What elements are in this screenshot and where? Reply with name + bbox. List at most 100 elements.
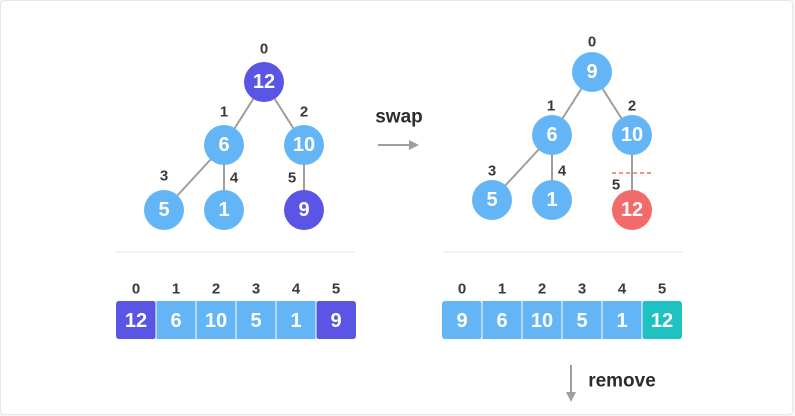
node-circle <box>472 180 512 220</box>
cell-value: 12 <box>125 310 147 332</box>
right-node-index: 2 <box>628 98 636 115</box>
cell-rect <box>602 301 642 339</box>
cell-rect <box>316 301 356 339</box>
cell-rect <box>442 301 482 339</box>
remove-label: remove <box>588 371 656 392</box>
cell-value: 9 <box>456 310 467 332</box>
left-node: 6 <box>204 125 244 165</box>
left-node-index: 5 <box>288 170 296 187</box>
array-index: 1 <box>172 281 180 298</box>
node-value: 6 <box>218 134 229 156</box>
node-value: 12 <box>621 199 643 221</box>
left-node: 9 <box>284 190 324 230</box>
node-circle <box>612 115 652 155</box>
remove-arrow: remove <box>566 365 656 402</box>
array-cell: 6 <box>156 301 196 339</box>
node-value: 9 <box>586 61 597 83</box>
array-index: 4 <box>618 281 627 298</box>
left-node-index: 3 <box>160 168 168 185</box>
array-index: 2 <box>212 281 220 298</box>
node-circle <box>244 62 284 102</box>
cell-value: 6 <box>496 310 507 332</box>
left-node-index: 4 <box>230 170 239 187</box>
cell-value: 10 <box>531 310 553 332</box>
left-array: 0 1 2 3 4 5 12 6 10 5 <box>116 281 356 339</box>
node-circle <box>204 125 244 165</box>
node-circle <box>204 190 244 230</box>
swap-arrow: swap <box>375 107 423 150</box>
cell-value: 12 <box>651 310 673 332</box>
array-cell: 6 <box>482 301 522 339</box>
node-value: 6 <box>546 124 557 146</box>
node-circle <box>612 190 652 230</box>
right-node: 6 <box>532 115 572 155</box>
node-circle <box>572 52 612 92</box>
cell-value: 5 <box>250 310 261 332</box>
cell-rect <box>562 301 602 339</box>
node-circle <box>532 180 572 220</box>
array-index: 1 <box>498 281 506 298</box>
cell-rect <box>642 301 682 339</box>
left-node: 5 <box>144 190 184 230</box>
cell-rect <box>482 301 522 339</box>
cell-value: 6 <box>170 310 181 332</box>
array-cell: 12 <box>116 301 156 339</box>
array-cell: 9 <box>316 301 356 339</box>
array-cell: 12 <box>642 301 682 339</box>
array-cell: 1 <box>276 301 316 339</box>
array-index: 4 <box>292 281 301 298</box>
array-index: 5 <box>658 281 666 298</box>
node-value: 5 <box>158 199 169 221</box>
right-array: 0 1 2 3 4 5 9 6 10 5 <box>442 281 682 339</box>
node-circle <box>284 190 324 230</box>
right-node: 1 <box>532 180 572 220</box>
node-value: 5 <box>486 189 497 211</box>
node-value: 9 <box>298 199 309 221</box>
node-value: 1 <box>218 199 229 221</box>
cell-value: 1 <box>290 310 301 332</box>
swap-label: swap <box>375 107 423 128</box>
node-value: 1 <box>546 189 557 211</box>
cell-rect <box>116 301 156 339</box>
right-node-index: 5 <box>612 177 620 194</box>
array-index: 5 <box>332 281 340 298</box>
left-node: 12 <box>244 62 284 102</box>
cell-rect <box>156 301 196 339</box>
array-index: 0 <box>458 281 466 298</box>
array-index: 0 <box>132 281 140 298</box>
right-node-index: 0 <box>588 34 596 51</box>
left-node: 1 <box>204 190 244 230</box>
array-cell: 1 <box>602 301 642 339</box>
array-index: 3 <box>252 281 260 298</box>
node-value: 10 <box>293 134 315 156</box>
array-cell: 5 <box>236 301 276 339</box>
node-value: 12 <box>253 71 275 93</box>
node-circle <box>532 115 572 155</box>
cell-value: 1 <box>616 310 627 332</box>
node-value: 10 <box>621 124 643 146</box>
cell-value: 5 <box>576 310 587 332</box>
left-node-index: 1 <box>220 104 228 121</box>
array-cell: 10 <box>196 301 236 339</box>
right-node: 9 <box>572 52 612 92</box>
array-index: 3 <box>578 281 586 298</box>
right-node-index: 1 <box>547 98 555 115</box>
cell-rect <box>522 301 562 339</box>
array-cell: 10 <box>522 301 562 339</box>
cell-rect <box>236 301 276 339</box>
right-tree: 0 1 2 3 4 5 9 6 10 5 <box>472 34 653 230</box>
right-node: 12 <box>612 190 652 230</box>
node-circle <box>144 190 184 230</box>
array-index: 2 <box>538 281 546 298</box>
cell-value: 10 <box>205 310 227 332</box>
left-node-index: 0 <box>260 41 268 58</box>
cell-rect <box>196 301 236 339</box>
cell-value: 9 <box>330 310 341 332</box>
right-node-index: 3 <box>488 163 496 180</box>
right-node: 5 <box>472 180 512 220</box>
right-node: 10 <box>612 115 652 155</box>
left-node-index: 2 <box>300 104 308 121</box>
left-tree: 0 1 2 3 4 5 12 6 10 5 <box>144 41 324 230</box>
